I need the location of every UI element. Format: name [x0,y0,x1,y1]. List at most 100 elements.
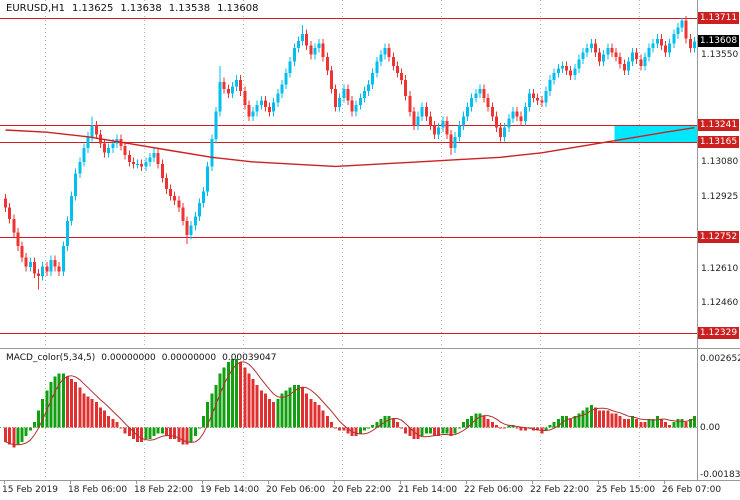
price-level-label[interactable]: 1.12329 [698,327,739,339]
candle-body [127,155,131,162]
price-level-label[interactable]: 1.12752 [698,231,739,243]
macd-bar [218,373,222,428]
candle-body [338,98,342,108]
candle-body [532,93,535,99]
time-axis-label: 20 Feb 06:00 [266,485,326,495]
candle-body [449,134,453,149]
macd-bar [136,427,139,442]
macd-bar [342,427,346,431]
macd-bar [445,427,449,434]
candle-body [288,61,292,73]
macd-bar [548,424,552,428]
macd-bar [181,427,185,445]
candle-body [251,111,255,117]
candle-body [45,266,49,272]
macd-bar [635,419,639,428]
price-level-label[interactable]: 1.13165 [698,136,739,148]
macd-bar [428,427,432,434]
macd-bar [12,427,16,448]
candle-body [164,177,168,190]
time-axis-label: 22 Feb 22:00 [530,485,590,495]
candle-body [4,198,7,208]
macd-bar [408,427,412,437]
macd-bar [4,427,7,442]
candle-body [499,127,502,137]
candle-body [651,43,655,48]
candle-body [70,196,73,222]
candle-body [371,73,375,85]
candle-body [214,111,218,140]
macd-bar [296,384,300,428]
candle-body [540,100,544,103]
candle-body [664,45,667,53]
candle-body [276,93,280,103]
time-axis-label: 18 Feb 06:00 [68,485,128,495]
candle-body [375,61,379,73]
macd-bar [606,410,610,428]
time-axis[interactable] [0,480,740,500]
macd-bar [565,416,568,428]
candle-body [420,107,424,117]
price-level-label[interactable]: 1.13711 [698,12,739,24]
candle-body [424,107,428,117]
macd-bar [503,427,507,429]
candle-body [152,152,156,158]
candle-body [28,262,32,267]
macd-axis-zero: 0.00 [700,423,721,433]
candle-body [639,59,643,67]
candle-body [631,52,634,62]
macd-bar [655,416,659,428]
macd-bar [536,427,540,431]
macd-bar [230,359,234,428]
macd-bar [466,419,469,428]
macd-bar [676,419,680,428]
candle-body [680,20,684,28]
candle-body [523,107,527,121]
macd-bar [680,419,684,428]
candle-body [507,118,511,128]
quote-open: 1.13625 [72,3,114,14]
macd-bar [82,393,86,428]
macd-bar [494,424,498,428]
macd-bar [643,421,647,428]
chart-title: EURUSD,H1 1.13625 1.13638 1.13538 1.13608 [6,3,258,14]
price-level-label[interactable]: 1.13241 [698,119,739,131]
candle-body [461,116,465,126]
candle-body [334,88,337,108]
macd-bar [622,419,626,428]
macd-bar [358,427,362,434]
macd-bar [259,390,263,428]
macd-bar [672,421,676,428]
candle-body [511,111,515,119]
macd-bar [251,379,255,428]
macd-bar [123,427,127,434]
candle-body [160,164,164,178]
candle-body [296,41,300,48]
candle-body [433,125,436,135]
candle-body [325,57,329,71]
price-axis-tick: 1.12925 [701,192,739,202]
candle-body [416,116,420,126]
macd-bar [379,419,383,428]
candle-body [610,47,614,53]
price-axis[interactable] [697,0,740,480]
candle-body [173,196,177,201]
candle-body [94,125,98,135]
macd-bar [111,419,115,428]
candle-body [329,70,333,89]
candle-body [544,91,548,103]
macd-bar [65,376,69,428]
candle-body [53,259,57,267]
candle-body [272,102,276,112]
candle-body [78,161,82,174]
macd-bar [115,421,119,428]
candle-body [618,57,622,64]
candle-body [503,127,507,137]
macd-bar [519,427,523,431]
macd-bar [598,410,601,428]
macd-bar [317,404,321,428]
macd-bar [210,393,214,428]
candle-body [239,79,243,92]
macd-bar [53,376,57,428]
